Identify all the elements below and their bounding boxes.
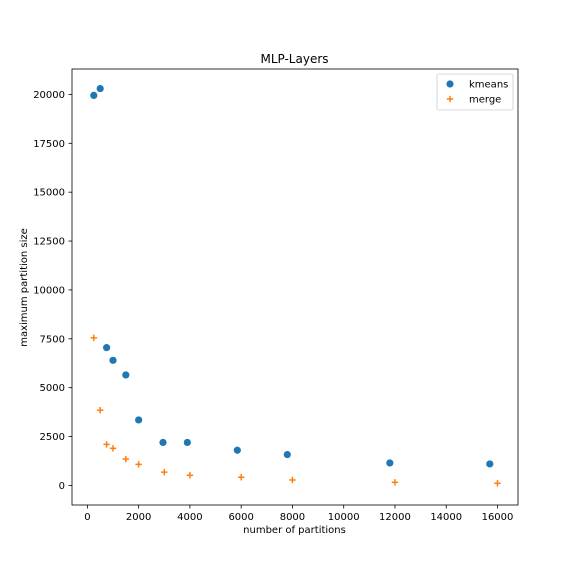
merge-point: [161, 468, 168, 476]
x-tick-label: 14000: [430, 512, 462, 523]
y-tick-label: 5000: [40, 383, 65, 394]
kmeans-point: [486, 460, 494, 468]
kmeans-point: [90, 91, 98, 99]
merge-point: [135, 461, 142, 468]
legend-label-merge: merge: [469, 95, 501, 106]
x-tick-label: 16000: [482, 512, 514, 523]
y-axis: 0 2500 5000 7500 10000 12500 15000 17500 20000: [33, 90, 72, 492]
plot-area: [71, 68, 519, 506]
kmeans-point: [159, 438, 167, 447]
x-tick-label: 8000: [280, 512, 305, 523]
merge-point: [96, 406, 104, 414]
x-tick-label: 2000: [126, 512, 151, 523]
merge-point: [103, 441, 110, 448]
merge-point: [289, 476, 296, 484]
kmeans-point: [386, 459, 394, 467]
x-tick-label: 6000: [228, 512, 253, 523]
y-tick-label: 2500: [40, 432, 65, 443]
x-tick-label: 4000: [177, 512, 202, 523]
y-tick-label: 20000: [33, 90, 65, 101]
kmeans-point: [122, 371, 130, 379]
y-tick-label: 10000: [33, 285, 65, 296]
y-tick-label: 7500: [40, 334, 65, 345]
legend-label-kmeans: kmeans: [469, 80, 508, 91]
merge-point: [109, 445, 117, 452]
y-axis-label: maximum partition size: [19, 228, 30, 347]
legend: kmeans merge: [436, 73, 514, 111]
plot-frame: [71, 68, 519, 506]
kmeans-point: [96, 84, 104, 93]
kmeans-point: [109, 356, 117, 364]
merge-point: [186, 472, 194, 479]
kmeans-point: [135, 416, 143, 424]
x-tick-label: 0: [84, 512, 90, 523]
y-tick-label: 0: [59, 481, 65, 492]
legend-marker-kmeans: [446, 80, 454, 88]
y-tick-label: 17500: [33, 139, 65, 150]
x-axis-label: number of partitions: [243, 525, 346, 536]
chart-title: MLP-Layers: [260, 52, 328, 66]
y-tick-label: 12500: [33, 237, 65, 248]
legend-marker-merge: [446, 95, 454, 103]
x-axis: 0 2000 4000 6000 8000 10000 12000 14000 16000: [84, 505, 513, 523]
legend-box: [436, 73, 514, 111]
merge-point: [494, 480, 501, 487]
x-tick-label: 10000: [328, 512, 360, 523]
y-tick-label: 15000: [33, 188, 65, 199]
merge-point: [122, 455, 130, 463]
x-tick-label: 12000: [379, 512, 411, 523]
kmeans-point: [103, 344, 111, 352]
kmeans-point: [183, 438, 191, 447]
kmeans-point: [283, 450, 291, 459]
kmeans-point: [233, 446, 241, 454]
merge-point: [391, 479, 399, 486]
merge-point: [90, 334, 97, 342]
merge-point: [237, 474, 245, 481]
